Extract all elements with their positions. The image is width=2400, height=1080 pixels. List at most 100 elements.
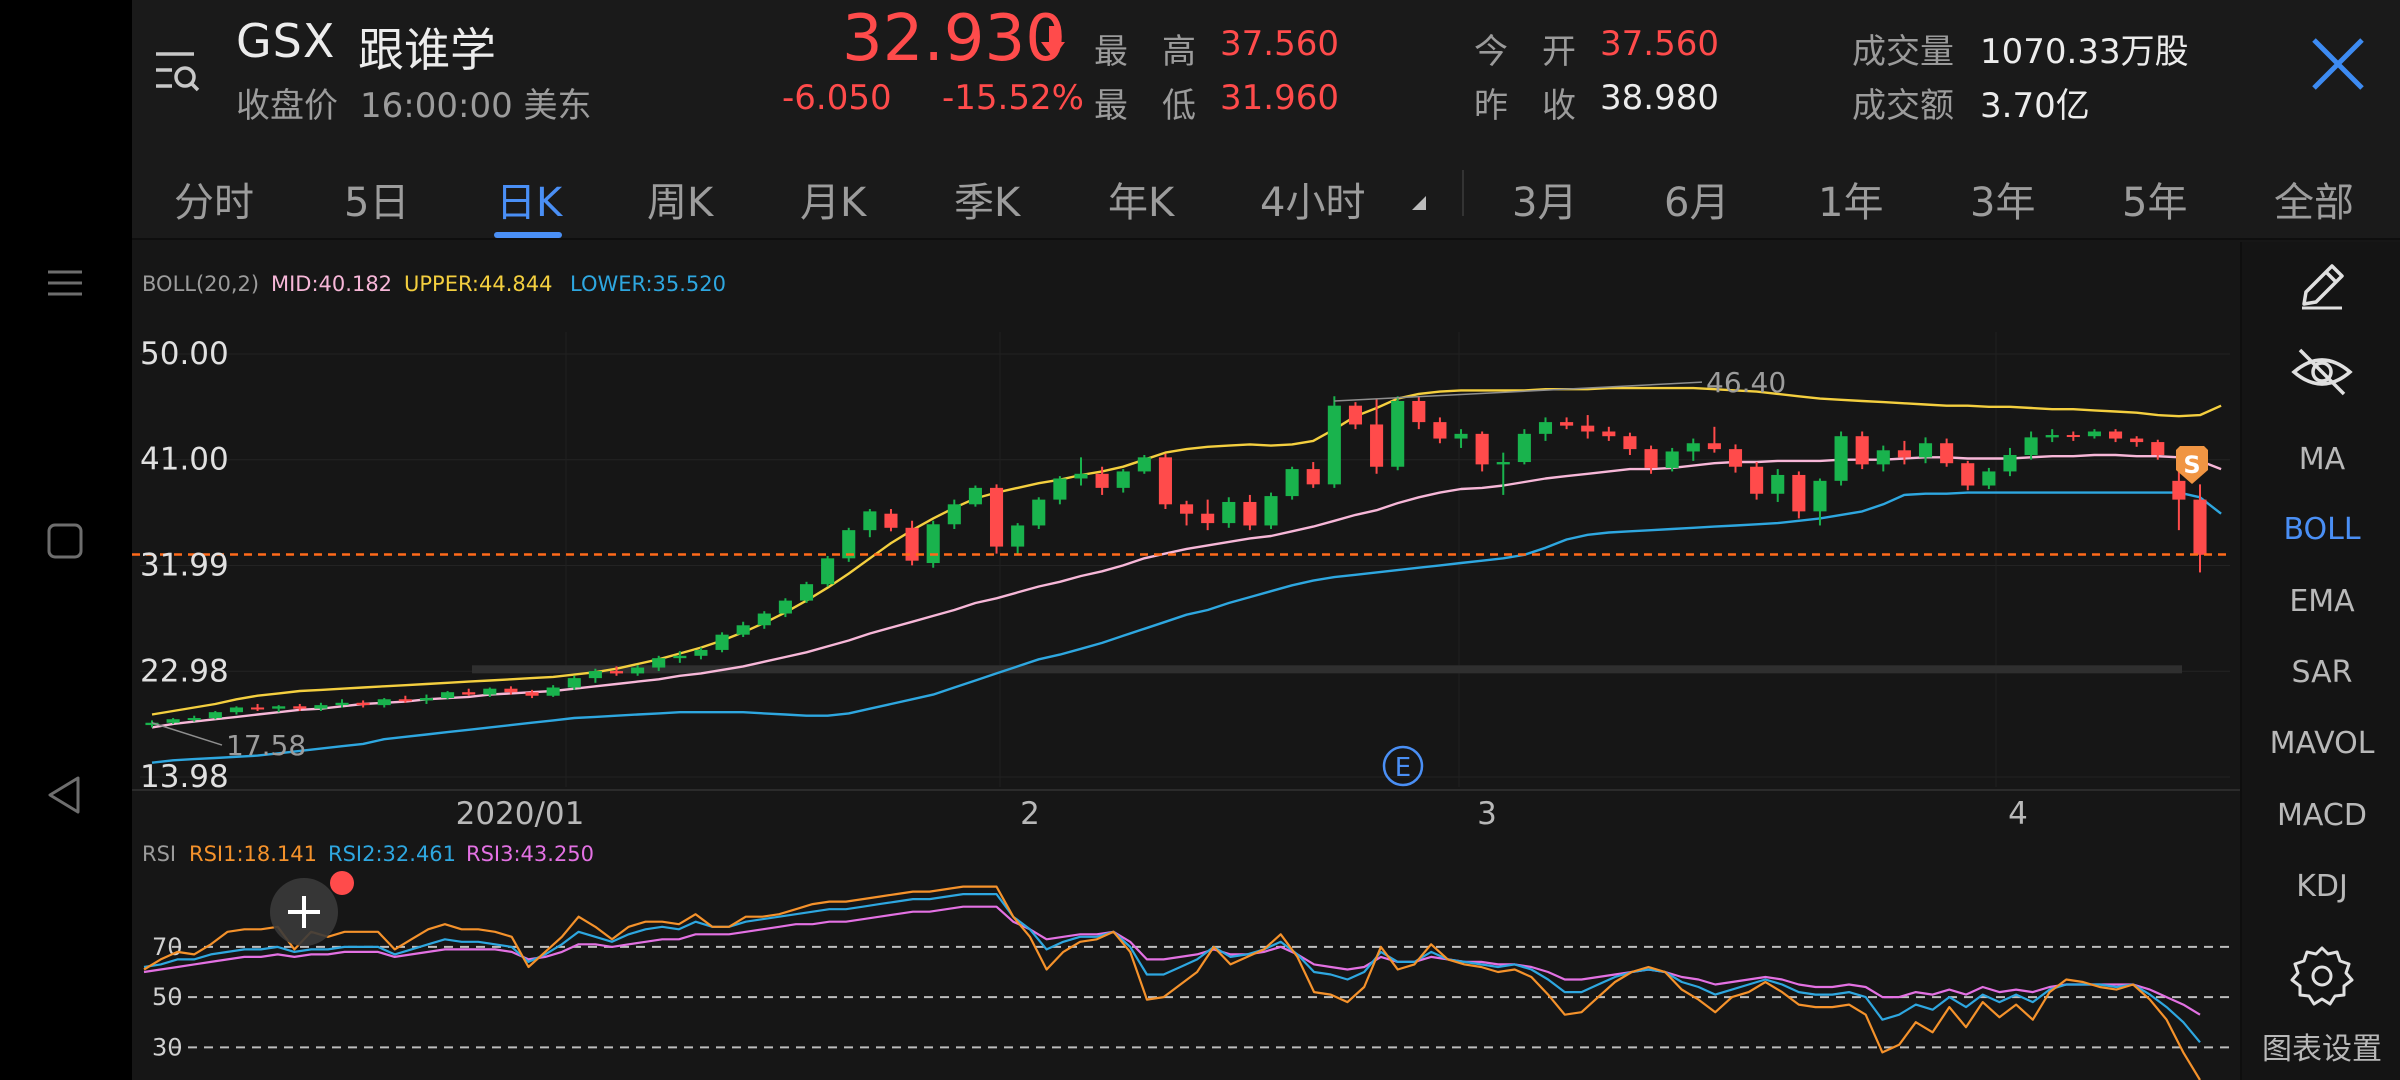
indicator-macd[interactable]: MACD <box>2277 798 2367 833</box>
stock-code: GSX <box>236 14 336 68</box>
candle-body <box>1771 474 1785 494</box>
system-nav-bar <box>0 0 130 1080</box>
candle-body <box>1728 449 1743 467</box>
pencil-icon[interactable] <box>2292 256 2352 316</box>
candle-body <box>926 524 940 564</box>
boll-upper-line <box>151 386 2222 716</box>
candle-body <box>1897 450 1911 458</box>
tab-intraday[interactable]: 分时 <box>174 180 254 226</box>
candle-body <box>314 705 328 709</box>
candle-body <box>1285 469 1299 497</box>
high-value: 37.560 <box>1220 24 1339 64</box>
candle-body <box>462 692 476 695</box>
chart-settings-label[interactable]: 图表设置 <box>2262 1032 2382 1067</box>
dropdown-caret-icon[interactable] <box>1412 196 1426 210</box>
candle-body <box>1074 473 1088 479</box>
max-marker-line <box>1334 381 1703 402</box>
y-tick-label: 13.98 <box>140 759 229 795</box>
tab-yearly-k[interactable]: 年K <box>1108 180 1175 226</box>
candle-body <box>208 712 222 719</box>
candle-body <box>1538 422 1553 434</box>
candle-body <box>1412 400 1426 423</box>
candle-body <box>1327 405 1341 485</box>
price-change: -6.050 <box>782 78 892 118</box>
indicator-boll[interactable]: BOLL <box>2283 512 2361 547</box>
indicator-ema[interactable]: EMA <box>2289 584 2355 619</box>
rsi2-line <box>143 892 2201 1044</box>
candle-body <box>1222 501 1236 524</box>
tab-5day[interactable]: 5日 <box>344 180 410 226</box>
y-tick-label: 31.99 <box>140 548 229 584</box>
list-search-icon[interactable] <box>152 44 202 98</box>
candle-body <box>1201 513 1215 524</box>
candle-body <box>673 655 687 659</box>
candle-body <box>1370 424 1384 467</box>
candle-body <box>1180 504 1194 514</box>
indicator-sar[interactable]: SAR <box>2291 655 2353 690</box>
boll-legend-upper: UPPER:44.844 <box>404 272 553 296</box>
min-price-label: 17.58 <box>226 729 306 762</box>
home-icon[interactable] <box>40 516 90 566</box>
candle-body <box>187 718 201 721</box>
candle-body <box>968 487 982 505</box>
tab-3year[interactable]: 3年 <box>1970 180 2036 226</box>
candle-body <box>884 513 898 528</box>
indicator-mavol[interactable]: MAVOL <box>2269 726 2375 761</box>
tab-weekly-k[interactable]: 周K <box>647 180 714 226</box>
recent-apps-icon[interactable] <box>40 258 90 308</box>
boll-lower-line <box>151 491 2222 764</box>
min-marker-line <box>151 722 223 746</box>
candle-body <box>1243 501 1257 526</box>
tab-daily-k[interactable]: 日K <box>496 180 563 226</box>
candle-body <box>483 688 497 695</box>
candle-body <box>757 613 771 626</box>
tab-6month[interactable]: 6月 <box>1664 180 1730 226</box>
boll-legend-title: BOLL(20,2) <box>142 272 260 296</box>
tab-3month[interactable]: 3月 <box>1512 180 1578 226</box>
tab-all[interactable]: 全部 <box>2274 180 2354 226</box>
candle-body <box>631 667 645 674</box>
candle-body <box>356 702 370 706</box>
candle-body <box>821 558 835 585</box>
close-icon[interactable] <box>2308 34 2368 94</box>
e-marker-icon <box>1382 745 1424 787</box>
tab-quarterly-k[interactable]: 季K <box>954 180 1021 226</box>
notification-dot <box>330 871 354 895</box>
volume-label: 成交量 <box>1852 32 1954 72</box>
tab-5year[interactable]: 5年 <box>2122 180 2188 226</box>
chart-area[interactable]: BOLL(20,2) MID:40.182 UPPER:44.844 LOWER… <box>132 242 2240 1080</box>
indicator-kdj[interactable]: KDJ <box>2296 869 2348 904</box>
candle-body <box>1602 431 1616 437</box>
candle-body <box>1032 499 1046 526</box>
tab-monthly-k[interactable]: 月K <box>800 180 867 226</box>
candle-body <box>694 649 708 656</box>
tab-4hour[interactable]: 4小时 <box>1260 180 1366 226</box>
indicator-ma[interactable]: MA <box>2298 442 2346 477</box>
stock-chart-screen: GSX 跟谁学 收盘价 16:00:00 美东 32.930 -6.050 -1… <box>132 0 2400 1080</box>
candle-body <box>2087 431 2101 437</box>
eye-off-icon[interactable] <box>2290 342 2354 402</box>
candle-body <box>1623 436 1637 450</box>
low-value: 31.960 <box>1220 78 1339 118</box>
gear-icon[interactable] <box>2288 942 2356 1010</box>
candle-body <box>166 719 180 723</box>
candle-body <box>1750 466 1764 494</box>
candle-body <box>989 487 1004 547</box>
e-marker-label: E <box>1395 753 1411 783</box>
back-icon[interactable] <box>40 770 90 820</box>
quote-header: GSX 跟谁学 收盘价 16:00:00 美东 32.930 -6.050 -1… <box>132 0 2400 140</box>
open-value: 37.560 <box>1600 24 1719 64</box>
candle-body <box>272 706 286 709</box>
arrow-down-icon <box>1041 26 1065 58</box>
tab-divider <box>1462 170 1464 216</box>
candle-body <box>293 706 307 709</box>
indicator-panel: MA BOLL EMA SAR MAVOL MACD KDJ 图表设置 <box>2240 242 2400 1080</box>
background-band <box>472 665 2182 674</box>
candle-body <box>736 625 750 635</box>
low-label: 最 低 <box>1094 86 1196 126</box>
boll-mid-line <box>151 453 2222 729</box>
tab-1year[interactable]: 1年 <box>1818 180 1884 226</box>
candle-body <box>1433 422 1447 439</box>
candle-body <box>1348 405 1363 425</box>
s-marker-label: S <box>2183 451 2200 479</box>
